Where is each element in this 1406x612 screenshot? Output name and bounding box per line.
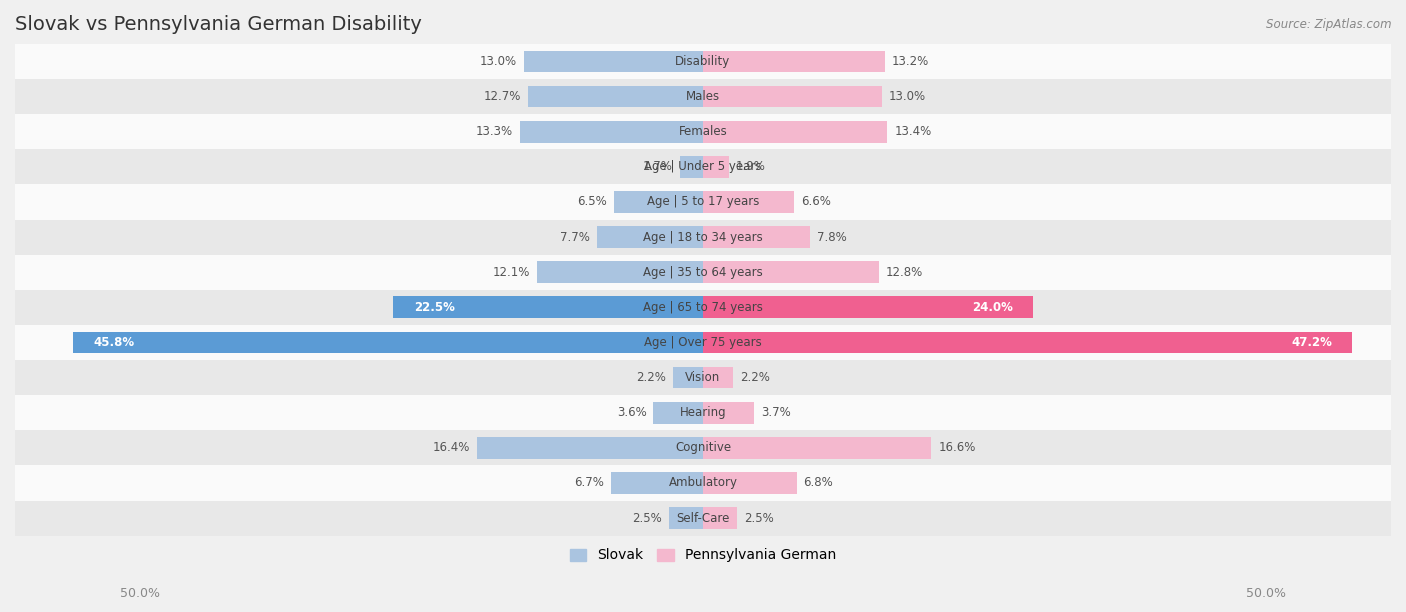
Bar	[15, 149, 1391, 184]
Text: 50.0%: 50.0%	[120, 587, 159, 600]
Text: Slovak vs Pennsylvania German Disability: Slovak vs Pennsylvania German Disability	[15, 15, 422, 34]
Bar	[15, 430, 1391, 465]
Bar	[15, 184, 1391, 220]
Bar	[703, 296, 1033, 318]
Text: 2.5%: 2.5%	[631, 512, 662, 524]
Text: Cognitive: Cognitive	[675, 441, 731, 454]
Bar	[524, 51, 703, 72]
Legend: Slovak, Pennsylvania German: Slovak, Pennsylvania German	[564, 543, 842, 568]
Text: 7.7%: 7.7%	[561, 231, 591, 244]
Bar	[394, 296, 703, 318]
Text: 24.0%: 24.0%	[972, 301, 1012, 314]
Text: 13.3%: 13.3%	[477, 125, 513, 138]
Bar	[15, 79, 1391, 114]
Bar	[703, 437, 931, 459]
Text: Age | Under 5 years: Age | Under 5 years	[644, 160, 762, 173]
Text: Source: ZipAtlas.com: Source: ZipAtlas.com	[1267, 18, 1392, 31]
Text: Disability: Disability	[675, 55, 731, 68]
Bar	[15, 465, 1391, 501]
Text: Hearing: Hearing	[679, 406, 727, 419]
Bar	[15, 360, 1391, 395]
Bar	[598, 226, 703, 248]
Text: 2.5%: 2.5%	[744, 512, 775, 524]
Bar	[654, 402, 703, 424]
Text: 7.8%: 7.8%	[817, 231, 846, 244]
Text: 50.0%: 50.0%	[1247, 587, 1286, 600]
Text: 2.2%: 2.2%	[636, 371, 666, 384]
Bar	[613, 191, 703, 213]
Text: 6.5%: 6.5%	[576, 195, 606, 209]
Text: Vision: Vision	[685, 371, 721, 384]
Text: 3.6%: 3.6%	[617, 406, 647, 419]
Bar	[15, 220, 1391, 255]
Bar	[672, 367, 703, 389]
Bar	[15, 325, 1391, 360]
Text: 12.7%: 12.7%	[484, 90, 522, 103]
Text: 45.8%: 45.8%	[93, 336, 135, 349]
Text: Self-Care: Self-Care	[676, 512, 730, 524]
Bar	[703, 402, 754, 424]
Text: 47.2%: 47.2%	[1291, 336, 1331, 349]
Bar	[703, 86, 882, 108]
Bar	[679, 156, 703, 177]
Text: 6.8%: 6.8%	[803, 477, 834, 490]
Bar	[703, 226, 810, 248]
Text: Ambulatory: Ambulatory	[668, 477, 738, 490]
Text: 6.7%: 6.7%	[574, 477, 605, 490]
Bar	[703, 261, 879, 283]
Text: 16.6%: 16.6%	[938, 441, 976, 454]
Bar	[520, 121, 703, 143]
Text: 13.4%: 13.4%	[894, 125, 932, 138]
Bar	[610, 472, 703, 494]
Bar	[477, 437, 703, 459]
Text: 3.7%: 3.7%	[761, 406, 790, 419]
Text: Age | 5 to 17 years: Age | 5 to 17 years	[647, 195, 759, 209]
Bar	[15, 114, 1391, 149]
Text: 13.2%: 13.2%	[891, 55, 929, 68]
Text: 1.7%: 1.7%	[643, 160, 672, 173]
Bar	[703, 367, 734, 389]
Bar	[529, 86, 703, 108]
Text: 13.0%: 13.0%	[889, 90, 927, 103]
Bar	[15, 501, 1391, 536]
Text: Age | 65 to 74 years: Age | 65 to 74 years	[643, 301, 763, 314]
Bar	[15, 289, 1391, 325]
Text: 12.8%: 12.8%	[886, 266, 924, 278]
Text: 12.1%: 12.1%	[492, 266, 530, 278]
Bar	[73, 332, 703, 353]
Bar	[15, 255, 1391, 289]
Bar	[703, 332, 1353, 353]
Text: Males: Males	[686, 90, 720, 103]
Bar	[703, 51, 884, 72]
Text: Age | 35 to 64 years: Age | 35 to 64 years	[643, 266, 763, 278]
Bar	[669, 507, 703, 529]
Text: Females: Females	[679, 125, 727, 138]
Text: 2.2%: 2.2%	[740, 371, 770, 384]
Text: Age | 18 to 34 years: Age | 18 to 34 years	[643, 231, 763, 244]
Bar	[703, 121, 887, 143]
Text: 16.4%: 16.4%	[433, 441, 471, 454]
Bar	[703, 156, 730, 177]
Bar	[15, 395, 1391, 430]
Bar	[703, 191, 794, 213]
Bar	[15, 44, 1391, 79]
Text: 6.6%: 6.6%	[800, 195, 831, 209]
Text: 1.9%: 1.9%	[735, 160, 766, 173]
Bar	[703, 472, 797, 494]
Text: Age | Over 75 years: Age | Over 75 years	[644, 336, 762, 349]
Text: 13.0%: 13.0%	[479, 55, 517, 68]
Bar	[537, 261, 703, 283]
Text: 22.5%: 22.5%	[413, 301, 456, 314]
Bar	[703, 507, 737, 529]
